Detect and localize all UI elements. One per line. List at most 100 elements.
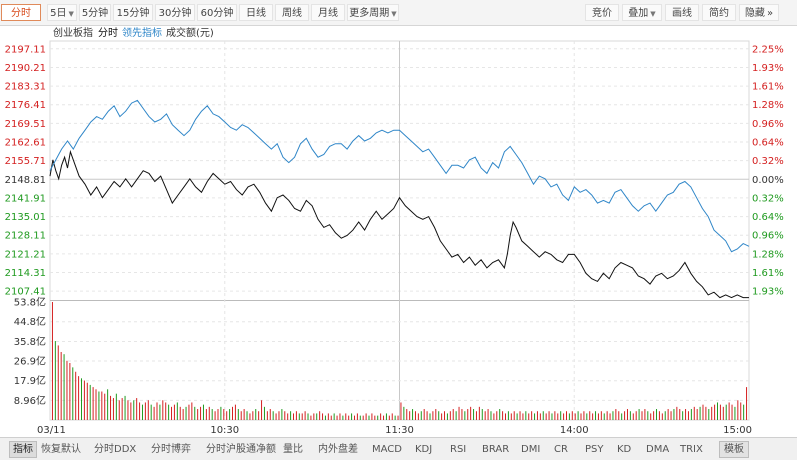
- percent-tick-label: 2.25%: [752, 44, 784, 55]
- period-tab-daily[interactable]: 日线: [239, 4, 273, 21]
- tool-button-label: 叠加: [628, 8, 649, 19]
- indicator-tab-5[interactable]: 量比: [283, 444, 303, 455]
- percent-tick-label: 1.93%: [752, 287, 784, 298]
- period-tab-5min[interactable]: 5分钟: [79, 4, 111, 21]
- tool-button-label: 简约: [709, 8, 729, 19]
- indicator-tab-3[interactable]: 分时博弈: [151, 444, 191, 455]
- price-tick-label: 2183.31: [5, 82, 46, 93]
- double-chevron-right-icon: »: [766, 8, 774, 19]
- indicator-tab-11[interactable]: DMI: [521, 444, 541, 455]
- period-tab-label: 5分钟: [81, 8, 109, 19]
- time-tick-label: 14:00: [560, 425, 589, 436]
- indicator-tab-10[interactable]: BRAR: [482, 444, 510, 455]
- percent-tick-label: 1.28%: [752, 249, 784, 260]
- caret-down-icon: ▼: [650, 10, 656, 18]
- period-tab-label: 月线: [318, 8, 338, 19]
- tool-button-auction[interactable]: 竞价: [585, 4, 619, 21]
- percent-tick-label: 0.32%: [752, 193, 784, 204]
- period-tab-60min[interactable]: 60分钟: [197, 4, 237, 21]
- tool-button-hide[interactable]: 隐藏»: [739, 4, 779, 21]
- template-button[interactable]: 模板: [719, 441, 749, 458]
- tool-button-label: 隐藏: [744, 8, 765, 19]
- price-tick-label: 2148.81: [5, 175, 46, 186]
- price-tick-label: 2155.71: [5, 156, 46, 167]
- period-tab-label: 分时: [11, 8, 31, 19]
- percent-tick-label: 0.96%: [752, 119, 784, 130]
- volume-tick-label: 35.8亿: [14, 335, 46, 348]
- tool-button-overlay[interactable]: 叠加 ▼: [622, 4, 662, 21]
- period-tab-monthly[interactable]: 月线: [311, 4, 345, 21]
- period-tab-label: 60分钟: [200, 8, 234, 19]
- percent-tick-label: 0.64%: [752, 138, 784, 149]
- percent-tick-label: 0.64%: [752, 212, 784, 223]
- indicator-tab-0[interactable]: 指标: [9, 441, 37, 458]
- price-tick-label: 2128.11: [5, 231, 46, 242]
- tool-button-label: 竞价: [592, 8, 612, 19]
- time-tick-label: 10:30: [210, 425, 239, 436]
- indicator-tab-9[interactable]: RSI: [450, 444, 467, 455]
- time-tick-label: 03/11: [37, 425, 66, 436]
- percent-tick-label: 1.61%: [752, 268, 784, 279]
- indicator-tab-14[interactable]: KD: [617, 444, 632, 455]
- period-toolbar: 分时 5日 ▼ 5分钟 15分钟 30分钟 60分钟 日线 周线 月线 更多周期 ▼ 竞价 叠加 ▼ 画线 简约…: [0, 0, 797, 26]
- indicator-tab-7[interactable]: MACD: [372, 444, 402, 455]
- period-tab-weekly[interactable]: 周线: [275, 4, 309, 21]
- indicator-tab-16[interactable]: TRIX: [680, 444, 703, 455]
- percent-tick-label: 1.93%: [752, 63, 784, 74]
- legend-lead: 领先指标: [122, 26, 162, 39]
- tool-button-simplify[interactable]: 简约: [702, 4, 736, 21]
- indicator-tab-1[interactable]: 恢复默认: [41, 444, 81, 455]
- period-tab-label: 30分钟: [158, 8, 192, 19]
- indicator-tab-4[interactable]: 分时沪股通净额: [206, 444, 276, 455]
- caret-down-icon: ▼: [68, 10, 74, 18]
- indicator-tab-15[interactable]: DMA: [646, 444, 670, 455]
- volume-tick-label: 8.96亿: [14, 394, 46, 407]
- indicator-tab-13[interactable]: PSY: [585, 444, 604, 455]
- period-tab-label: 日线: [246, 8, 266, 19]
- percent-tick-label: 1.61%: [752, 82, 784, 93]
- price-line: [49, 149, 749, 299]
- caret-down-icon: ▼: [391, 10, 397, 18]
- period-tab-15min[interactable]: 15分钟: [113, 4, 153, 21]
- period-tab-30min[interactable]: 30分钟: [155, 4, 195, 21]
- indicator-tab-6[interactable]: 内外盘差: [318, 444, 358, 455]
- percent-tick-label: 0.32%: [752, 156, 784, 167]
- price-tick-label: 2121.21: [5, 249, 46, 260]
- period-tab-label: 更多周期: [349, 8, 390, 19]
- period-tab-label: 15分钟: [116, 8, 150, 19]
- volume-tick-label: 17.9亿: [14, 374, 46, 387]
- price-tick-label: 2135.01: [5, 212, 46, 223]
- indicator-tab-2[interactable]: 分时DDX: [94, 444, 137, 455]
- price-tick-label: 2141.91: [5, 193, 46, 204]
- tool-button-draw[interactable]: 画线: [665, 4, 699, 21]
- price-tick-label: 2107.41: [5, 287, 46, 298]
- indicator-tab-12[interactable]: CR: [554, 444, 568, 455]
- price-tick-label: 2190.21: [5, 63, 46, 74]
- price-tick-label: 2176.41: [5, 100, 46, 111]
- percent-tick-label: 1.28%: [752, 100, 784, 111]
- time-tick-label: 11:30: [385, 425, 414, 436]
- legend-volume: 成交额(元): [166, 26, 214, 39]
- period-tab-fenshi[interactable]: 分时: [1, 4, 41, 21]
- time-tick-label: 15:00: [723, 425, 752, 436]
- volume-tick-label: 44.8亿: [14, 315, 46, 328]
- period-tab-label: 周线: [282, 8, 302, 19]
- volume-tick-label: 53.8亿: [14, 296, 46, 309]
- price-tick-label: 2114.31: [5, 268, 46, 279]
- period-tab-more[interactable]: 更多周期 ▼: [347, 4, 399, 21]
- legend-index: 创业板指: [53, 26, 93, 39]
- volume-tick-label: 26.9亿: [14, 355, 46, 368]
- tool-button-label: 画线: [672, 8, 692, 19]
- price-tick-label: 2169.51: [5, 119, 46, 130]
- period-tab-label: 5日: [50, 8, 67, 19]
- legend-mode: 分时: [98, 27, 118, 39]
- period-tab-5day[interactable]: 5日 ▼: [47, 4, 77, 21]
- lead-indicator-line: [49, 99, 750, 253]
- percent-tick-label: 0.00%: [752, 175, 784, 186]
- intraday-chart[interactable]: 2197.11 2.25% 2190.21 1.93% 2183.31 1.61% 2176…: [0, 26, 797, 437]
- price-tick-label: 2197.11: [5, 44, 46, 55]
- percent-tick-label: 0.96%: [752, 231, 784, 242]
- indicator-bar: 指标 恢复默认 分时DDX 分时博弈 分时沪股通净额 量比 内外盘差 MACD KDJ RSI BR…: [0, 437, 797, 460]
- indicator-tab-8[interactable]: KDJ: [415, 444, 433, 455]
- price-tick-label: 2162.61: [5, 138, 46, 149]
